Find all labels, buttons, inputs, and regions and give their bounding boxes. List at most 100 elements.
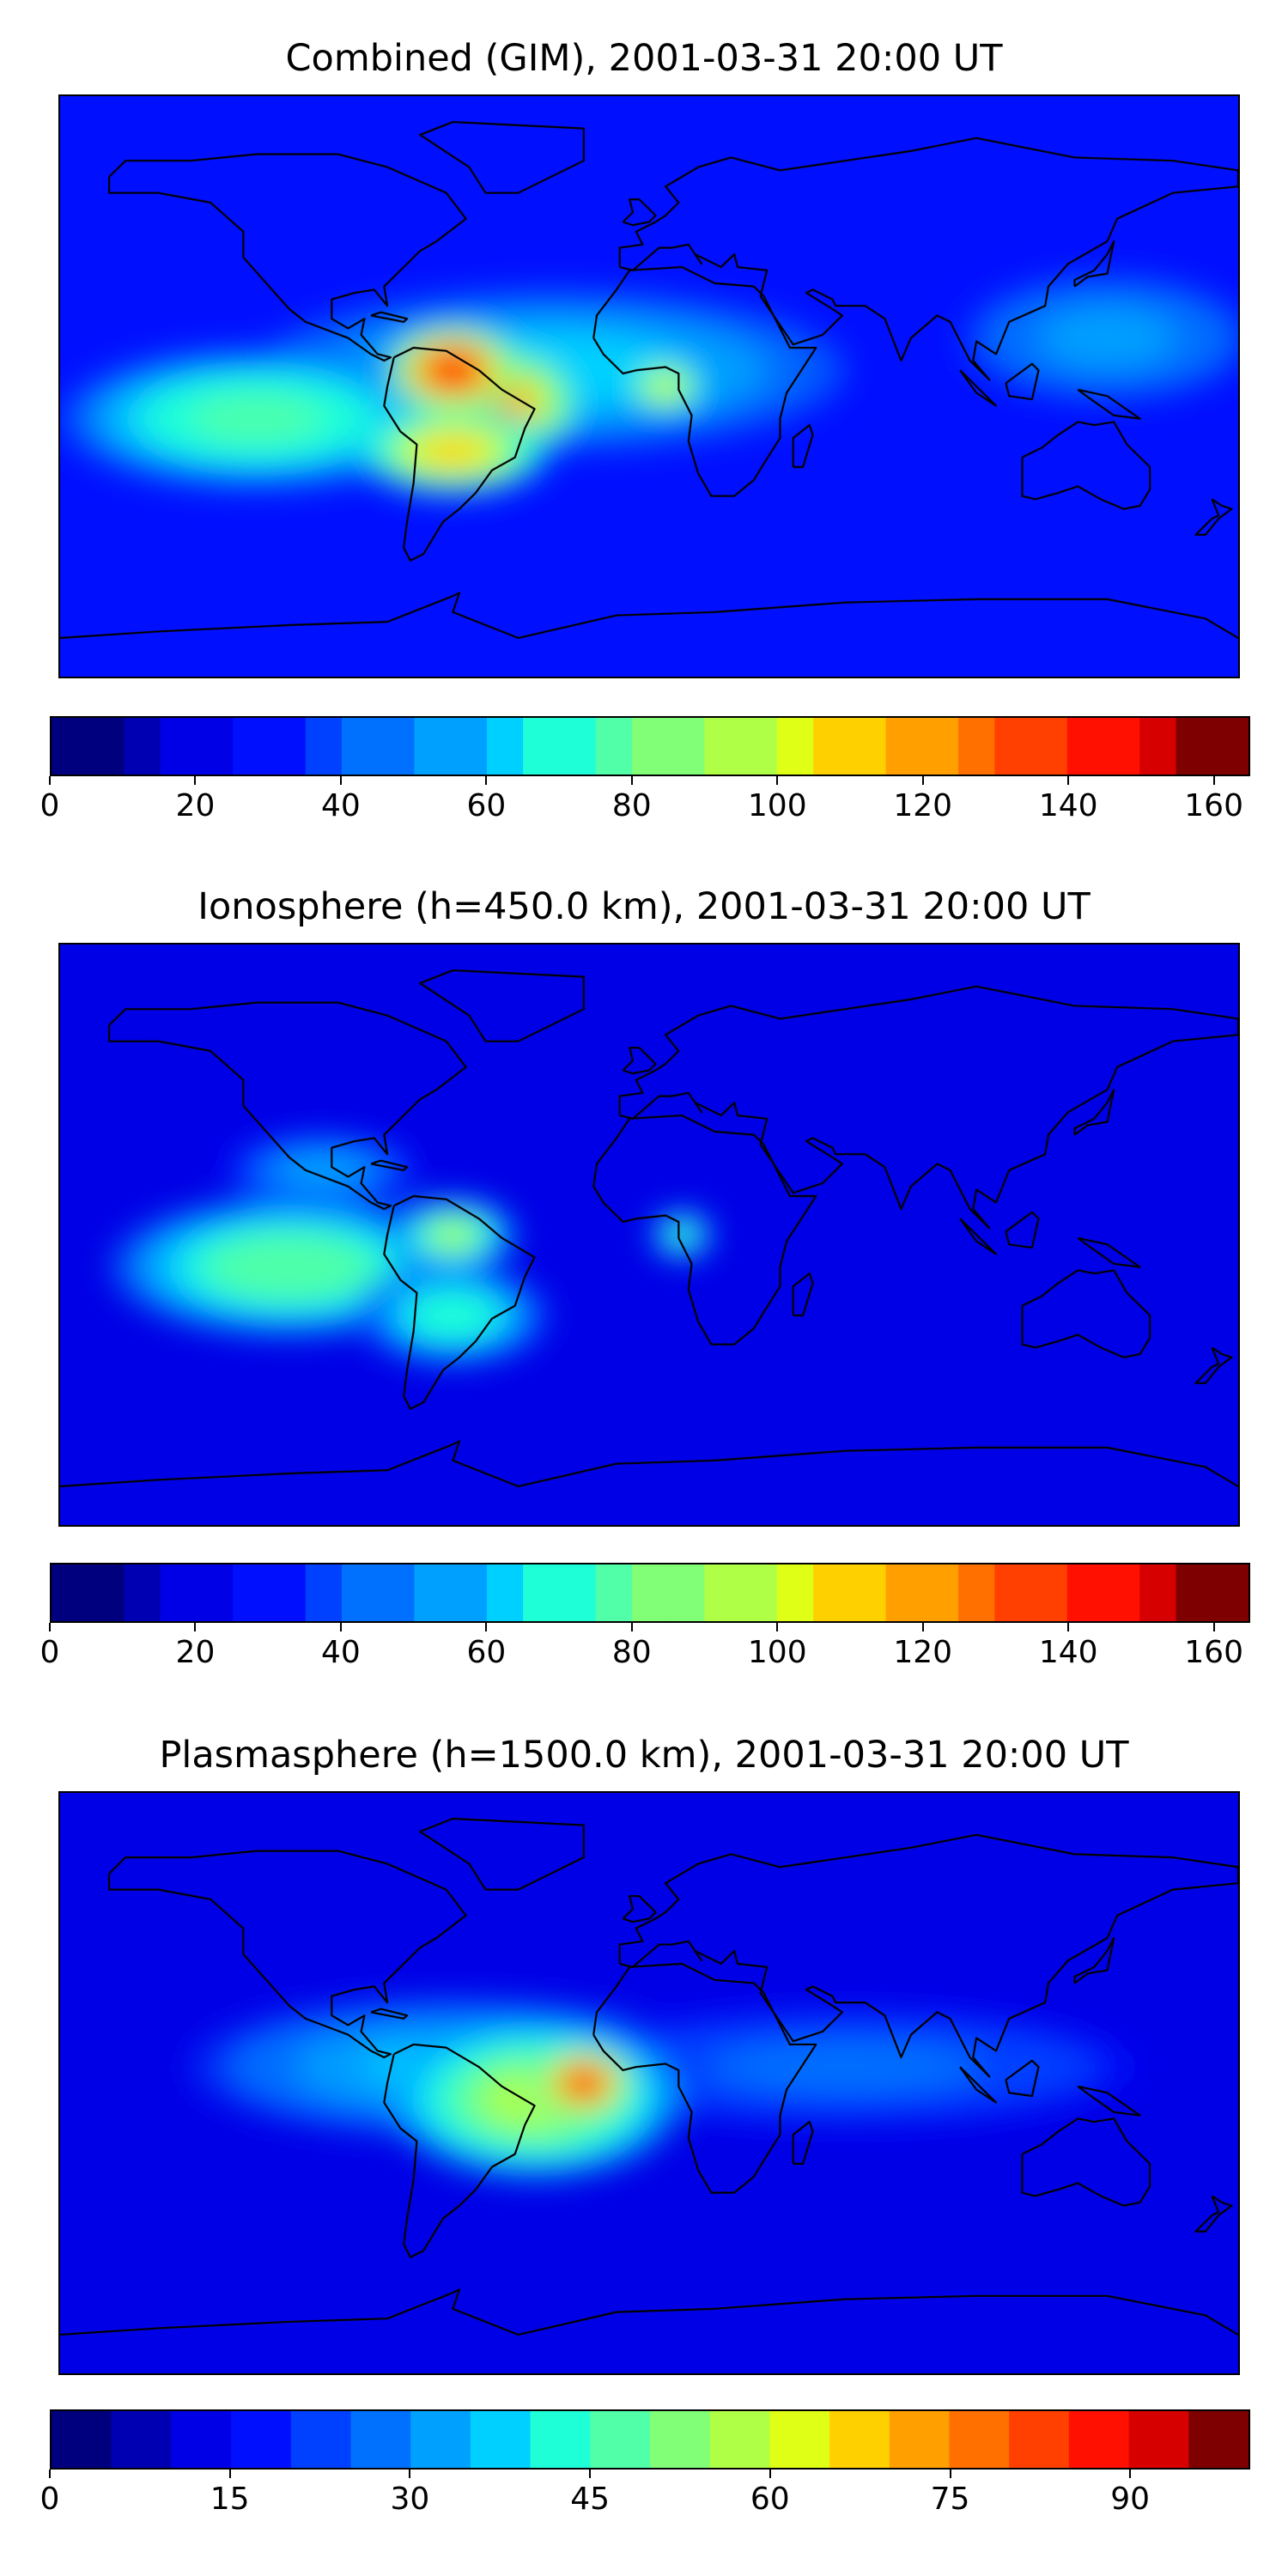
coastline (1077, 388, 1141, 420)
colorbar-segment (813, 718, 850, 775)
colorbar-tick-label: 40 (321, 788, 361, 823)
coastline (622, 1895, 657, 1923)
colorbar-segment (889, 2411, 951, 2468)
field-blob (228, 1243, 349, 1291)
field-layer (191, 1996, 1140, 2180)
colorbar-tick (769, 2470, 771, 2478)
colorbar-segment (994, 1564, 1032, 1621)
colorbar-segment (486, 1564, 524, 1621)
colorbar-segment (414, 1564, 452, 1621)
coastline (1005, 1211, 1040, 1249)
colorbar-tick (228, 2470, 231, 2478)
colorbar-tick (589, 2470, 592, 2478)
colorbar-segment (631, 1564, 669, 1621)
field-blob (420, 435, 486, 466)
coastline (60, 592, 1238, 640)
colorbar-segment (595, 1564, 633, 1621)
colorbar-tick-label: 100 (747, 788, 807, 823)
colorbar-tick-label: 100 (747, 1635, 807, 1670)
map-combined (58, 94, 1240, 678)
field-blob (652, 377, 679, 396)
colorbar-segment (341, 1564, 379, 1621)
colorbar-tick-label: 20 (175, 788, 216, 823)
colorbar-tick-label: 80 (611, 1635, 652, 1670)
colorbar-tick-label: 0 (39, 2482, 60, 2517)
field-blob (566, 2069, 602, 2097)
coastline (419, 1817, 585, 1891)
coastline (1005, 2059, 1040, 2098)
colorbar-tick-label: 90 (1110, 2482, 1151, 2517)
colorbar-segment (885, 718, 923, 775)
coastline (419, 969, 585, 1042)
colorbar-segment (450, 1564, 488, 1621)
colorbar-segment (305, 1564, 343, 1621)
colorbar-tick (1067, 776, 1070, 785)
colorbar-tick (49, 2470, 51, 2478)
colorbar-tick-label: 60 (466, 1635, 507, 1670)
coastline (108, 1850, 467, 2059)
colorbar-tick (194, 1623, 197, 1631)
colorbar-tick-label: 60 (466, 788, 507, 823)
colorbar-segment (52, 1564, 88, 1621)
colorbar-segment (704, 718, 742, 775)
coastline (1005, 362, 1040, 401)
coastline (1021, 421, 1151, 510)
map-ionosphere (58, 943, 1240, 1527)
colorbar-segment (196, 718, 234, 775)
colorbar-segment (1030, 718, 1068, 775)
field-blob (420, 1297, 486, 1333)
colorbar-segment (668, 718, 705, 775)
field-blob (747, 2047, 944, 2087)
coastline (959, 2066, 998, 2104)
colorbar-tick-label: 80 (611, 788, 652, 823)
colorbar-segment (410, 2411, 471, 2468)
coastline (383, 2043, 536, 2258)
coastline (1194, 2195, 1233, 2233)
colorbar-segment (523, 1564, 560, 1621)
coastline (622, 1047, 657, 1075)
colorbar-segment (668, 1564, 705, 1621)
colorbar-segment (124, 1564, 161, 1621)
colorbar-segment (885, 1564, 923, 1621)
colorbar-ticks-combined: 0 20 40 60 80 100 120 140 160 (40, 776, 1250, 828)
colorbar-segment (269, 1564, 307, 1621)
colorbar-segment (1066, 1564, 1104, 1621)
field-blob (430, 355, 475, 386)
colorbar-tick-label: 15 (210, 2482, 250, 2517)
colorbar-segment (52, 2411, 112, 2468)
colorbar-segment (769, 2411, 830, 2468)
colorbar-tick (776, 1623, 779, 1631)
colorbar-tick-label: 160 (1184, 1635, 1243, 1670)
colorbar-segment (52, 718, 88, 775)
colorbar-segment (160, 1564, 197, 1621)
colorbar-segment (1009, 2411, 1070, 2468)
coastline (60, 1440, 1238, 1488)
coastline (959, 1218, 998, 1255)
colorbar-tick-label: 120 (893, 788, 953, 823)
colorbar-segment (595, 718, 633, 775)
colorbar-tick-label: 140 (1038, 788, 1098, 823)
colorbar-segment (196, 1564, 234, 1621)
map-title-ionosphere: Ionosphere (h=450.0 km), 2001-03-31 20:0… (197, 885, 1091, 928)
colorbar-segment (958, 718, 995, 775)
colorbar-tick-label: 20 (175, 1635, 216, 1670)
colorbar-segment (470, 2411, 532, 2468)
colorbar-segment (813, 1564, 850, 1621)
coastline (108, 153, 467, 362)
colorbar-tick-label: 40 (321, 1635, 361, 1670)
colorbar-segment (1212, 718, 1249, 775)
coastline (618, 985, 1238, 1230)
colorbar-segment (709, 2411, 770, 2468)
colorbar-segment (849, 718, 887, 775)
colorbar-segment (1030, 1564, 1068, 1621)
coastline (1073, 1936, 1115, 1984)
field-blob (191, 395, 322, 443)
colorbar-segment (740, 718, 778, 775)
colorbar-segment (829, 2411, 890, 2468)
field-blob (289, 1157, 355, 1183)
field-blob (671, 1225, 693, 1244)
colorbar-tick (485, 1623, 488, 1631)
colorbar-segment (231, 2411, 292, 2468)
colorbar-tick (339, 1623, 342, 1631)
colorbar-tick (1129, 2470, 1132, 2478)
